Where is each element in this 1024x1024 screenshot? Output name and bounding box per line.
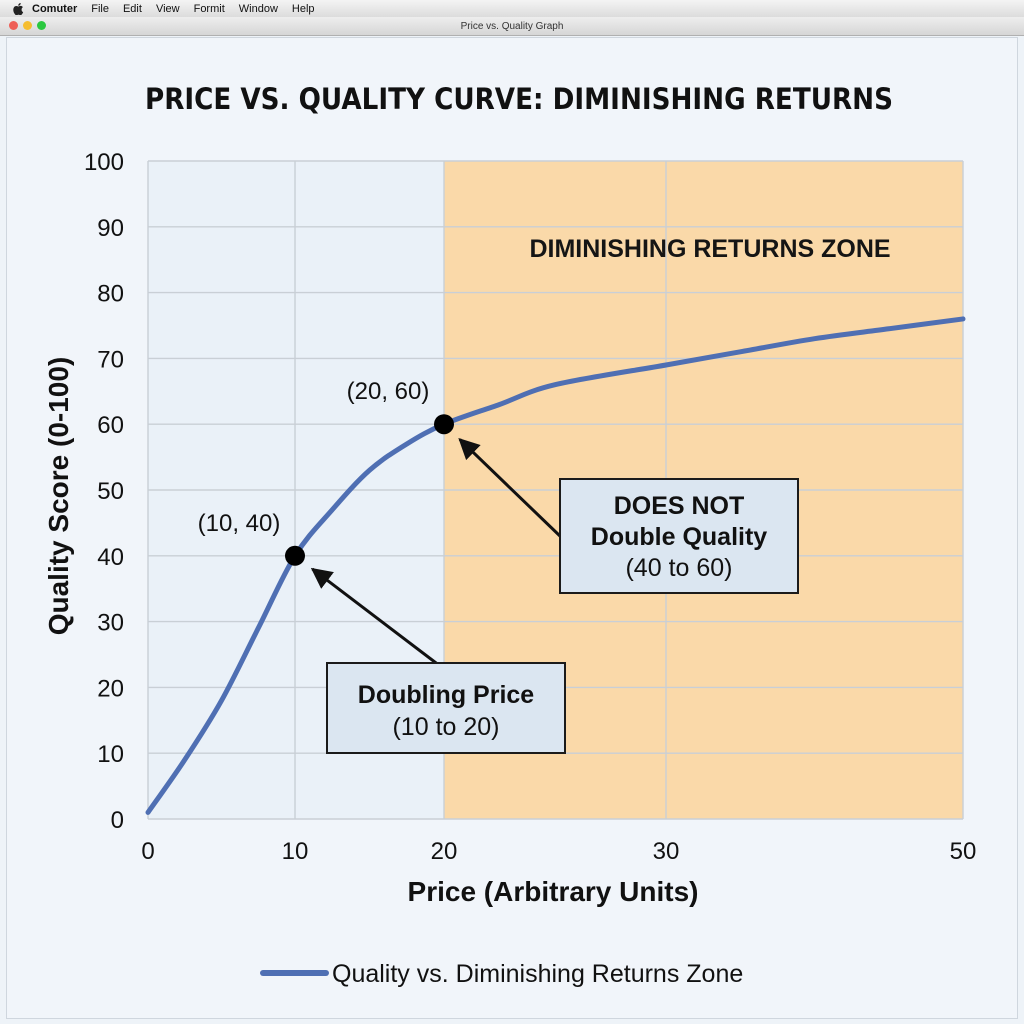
y-tick-label: 50	[97, 478, 124, 505]
legend-label: Quality vs. Diminishing Returns Zone	[332, 960, 743, 988]
menu-bar: Comuter File Edit View Formit Window Hel…	[0, 0, 1024, 18]
x-tick-label: 30	[653, 838, 680, 865]
y-tick-label: 100	[84, 149, 124, 176]
callout-arrow	[458, 438, 563, 539]
data-point	[285, 545, 305, 566]
minimize-button[interactable]	[23, 21, 32, 30]
window-title: Price vs. Quality Graph	[460, 20, 564, 32]
y-tick-label: 30	[97, 610, 124, 637]
callout-text: (10 to 20)	[392, 713, 499, 741]
callout-text: (40 to 60)	[625, 554, 732, 582]
y-tick-label: 20	[97, 675, 124, 702]
y-tick-label: 90	[97, 215, 124, 242]
callout-text: Doubling Price	[358, 681, 535, 709]
apple-menu-icon[interactable]	[12, 2, 24, 15]
chart-svg: PRICE VS. QUALITY CURVE: DIMINISHING RET…	[43, 82, 977, 988]
callout-text: Double Quality	[591, 523, 768, 551]
y-tick-label: 0	[111, 807, 124, 834]
menu-format[interactable]: Formit	[193, 2, 225, 15]
menu-help[interactable]: Help	[291, 2, 315, 15]
y-tick-label: 70	[97, 346, 124, 373]
x-tick-label: 20	[431, 838, 458, 865]
zone-label: DIMINISHING RETURNS ZONE	[529, 235, 890, 263]
callout-text: DOES NOT	[614, 492, 745, 520]
y-tick-label: 60	[97, 412, 124, 439]
chart-area: PRICE VS. QUALITY CURVE: DIMINISHING RET…	[6, 37, 1018, 1019]
y-tick-label: 80	[97, 281, 124, 308]
x-tick-label: 0	[141, 838, 154, 865]
menu-window[interactable]: Window	[238, 2, 278, 15]
y-tick-label: 40	[97, 544, 124, 571]
traffic-lights	[9, 21, 46, 30]
x-tick-label: 10	[282, 838, 309, 865]
y-tick-label: 10	[97, 741, 124, 768]
data-point-label: (20, 60)	[347, 378, 430, 405]
menu-app-name[interactable]: Comuter	[32, 2, 78, 15]
data-point-label: (10, 40)	[198, 510, 281, 537]
y-axis-label: Quality Score (0-100)	[43, 357, 74, 636]
callout-arrow	[310, 567, 445, 671]
callout-box	[559, 478, 799, 594]
menu-view[interactable]: View	[155, 2, 180, 15]
close-button[interactable]	[9, 21, 18, 30]
window-titlebar[interactable]: Price vs. Quality Graph	[0, 17, 1024, 36]
quality-curve	[145, 316, 966, 815]
x-axis-label: Price (Arbitrary Units)	[408, 876, 699, 907]
callout-box	[326, 662, 566, 754]
zoom-button[interactable]	[37, 21, 46, 30]
menu-edit[interactable]: Edit	[122, 2, 142, 15]
menu-file[interactable]: File	[91, 2, 109, 15]
graph-window: Price vs. Quality Graph PRICE VS. QUALIT…	[0, 17, 1024, 1024]
chart-title: PRICE VS. QUALITY CURVE: DIMINISHING RET…	[145, 82, 893, 116]
x-tick-label: 50	[950, 838, 977, 865]
data-point	[434, 414, 454, 435]
